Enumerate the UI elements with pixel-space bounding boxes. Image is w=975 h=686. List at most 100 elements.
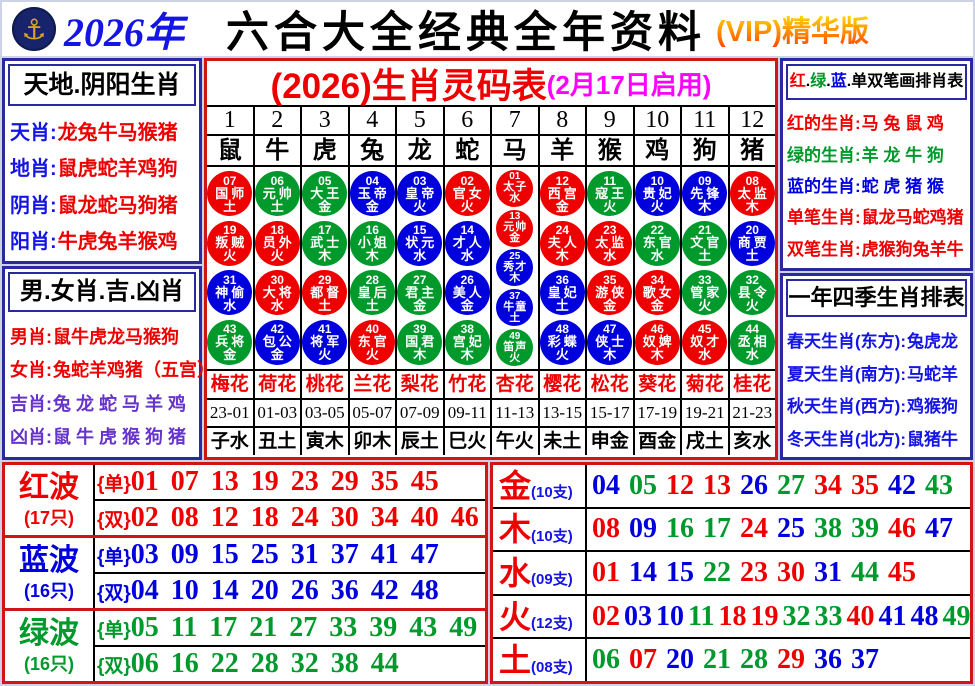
color-stroke-row-2: 绿的生肖:羊 龙 牛 狗 [787,141,966,166]
ball-element: 水 [509,192,521,205]
color-stroke-rows: 红的生肖:马 兔 鼠 鸡绿的生肖:羊 龙 牛 狗蓝的生肖:蛇 虎 猪 猴单笔生肖… [783,103,970,266]
ball-element: 金 [270,347,284,363]
ball-number: 18 [270,223,284,238]
wave-rows-blue: {单} 03 09 15 25 31 37 41 47 {双} 04 10 14 20… [93,538,485,608]
element-number-34: 34 [814,469,842,501]
ball-element: 土 [223,198,237,214]
element-number-15: 15 [666,556,694,588]
ball-number: 26 [460,272,474,287]
element-number-33: 33 [814,600,843,632]
ball-title: 都督 [310,284,343,300]
zodiac-table-title-main: (2026)生肖灵码表 [270,66,547,106]
male-female-value: 鼠牛虎龙马猴狗 [53,326,179,347]
ball-number: 32 [745,272,759,287]
wave-name-red: 红波 [19,470,79,504]
wave-rows-red: {单} 01 07 13 19 23 29 35 45 {双} 02 08 12 18… [93,465,485,535]
male-female-label: 凶肖: [10,427,52,448]
ball-title: 玉帝 [357,185,390,201]
ball-number: 05 [318,173,332,188]
element-number-46: 46 [888,513,916,545]
ball-title: 宫妃 [452,334,485,350]
element-number-10: 10 [656,600,684,632]
element-number-13: 13 [703,469,731,501]
heaven-earth-row-4: 阳肖:牛虎兔羊猴鸡 [10,225,194,254]
ball-number: 06 [270,173,284,188]
ball-title: 东官 [357,334,390,350]
element-number-47: 47 [925,513,953,545]
wave-rows-green: {单} 05 11 17 21 27 33 39 43 49 {双} 06 16 22… [93,611,485,681]
table-time-row-cell-3: 03-05 [302,400,350,426]
ball-title: 太监 [737,185,770,201]
ball-title: 县令 [737,284,770,300]
element-number-06: 06 [592,644,620,676]
ball-number: 21 [698,223,712,238]
element-number-31: 31 [814,556,842,588]
male-female-row-1: 男肖:鼠牛虎龙马猴狗 [10,323,194,349]
ball-title: 元帅 [503,221,528,234]
ball-element: 木 [555,248,569,264]
element-number-37: 37 [851,644,879,676]
ball-title: 寇王 [595,185,628,201]
ball-number: 11 [603,173,617,188]
table-time-row-cell-12: 21-23 [732,403,773,422]
table-number-row-cell-12: 12 [740,107,765,133]
ball-element: 火 [650,198,664,214]
heaven-earth-rows: 天肖:龙兔牛马猴猪 地肖:鼠虎蛇羊鸡狗 阴肖:鼠龙蛇马狗猪 阳肖:牛虎兔羊猴鸡 [5,109,199,261]
ball-title: 员外 [262,235,295,251]
number-ball-38: 38 宫妃木 [444,319,490,365]
number-ball-24: 24 夫人木 [539,220,585,266]
table-flower-row: 梅花 荷花 桃花 兰花 梨花 竹花 杏花 樱花 松花 葵花 菊花 桂花 [207,371,775,400]
element-number-12: 12 [666,469,694,501]
element-name: 土 [499,642,532,679]
table-time-row-cell-11: 19-21 [682,400,730,426]
color-stroke-panel-title: 红.绿.蓝.单双笔画排肖表 [786,64,967,100]
table-number-row-cell-5: 5 [397,107,445,134]
heaven-earth-label: 阴肖: [10,194,57,217]
ball-element: 木 [745,198,759,214]
header-year: 2026年 [64,10,184,55]
four-seasons-label: 春天生肖(东方): [787,332,906,352]
zodiac-code-table-panel: (2026)生肖灵码表 (2月17日启用) 1 2 3 4 5 6 7 8 9 10 11 12 鼠牛虎… [204,58,778,460]
number-ball-06: 06 元帅土 [254,171,300,217]
ball-title: 文官 [690,235,723,251]
heaven-earth-value: 牛虎兔羊猴鸡 [57,230,178,253]
ball-title: 秀才 [503,260,528,273]
ball-title: 西宫 [547,185,580,201]
ball-element: 水 [270,297,284,313]
ball-number: 47 [603,322,617,337]
ball-element: 水 [460,248,474,264]
ball-title: 奴才 [690,334,723,350]
element-name: 火 [499,598,532,635]
number-ball-37: 37 牛童土 [496,289,534,327]
element-count: (12支) [531,615,573,633]
element-number-41: 41 [878,600,907,632]
page-title: 六合大全经典全年资料 [226,9,706,57]
four-seasons-label: 秋天生肖(西方): [787,397,906,417]
five-elements-panel: 金 (10支) 04 05 12 13 26 27 34 35 42 43 木 (10支) 08 09 16 17… [490,462,973,684]
ball-title: 歌女 [642,284,675,300]
ball-title: 东官 [642,235,675,251]
ball-element: 木 [460,347,474,363]
table-zodiac-row-cell-7: 马 [492,136,540,165]
ball-element: 金 [650,297,664,313]
zodiac-code-grid: 1 2 3 4 5 6 7 8 9 10 11 12 鼠牛虎兔龙蛇马羊猴鸡狗猪 07 国师土 19 叛贼火 31 神… [207,107,775,455]
table-number-row-cell-6: 6 [445,107,492,134]
wave-red-even-row: {双} 02 08 12 18 24 30 34 40 46 [95,501,485,535]
number-ball-40: 40 东官火 [349,319,395,365]
table-zodiac-row-cell-1: 鼠 [207,136,255,165]
number-ball-36: 36 皇妃土 [539,270,585,316]
number-ball-14: 14 才人水 [444,220,490,266]
ball-number: 27 [413,272,427,287]
wave-section-blue: 蓝波 (16只) {单} 03 09 15 25 31 37 41 47 {双} 04 1… [5,538,485,611]
ball-element: 火 [509,351,521,364]
ball-number: 19 [223,223,237,238]
element-number-43: 43 [925,469,953,501]
element-number-04: 04 [592,469,620,501]
element-number-45: 45 [888,556,916,588]
header: ⚓ 2026年 六合大全经典全年资料 (VIP)精华版 [2,2,973,57]
element-label-5: 土 (08支) [493,639,587,681]
table-zodiac-row-cell-10: 鸡 [635,136,682,165]
color-stroke-value: 马 兔 鼠 鸡 [861,114,944,134]
table-flower-row-cell-9: 松花 [587,371,635,398]
table-zodiac-row-cell-8: 羊 [540,136,587,165]
